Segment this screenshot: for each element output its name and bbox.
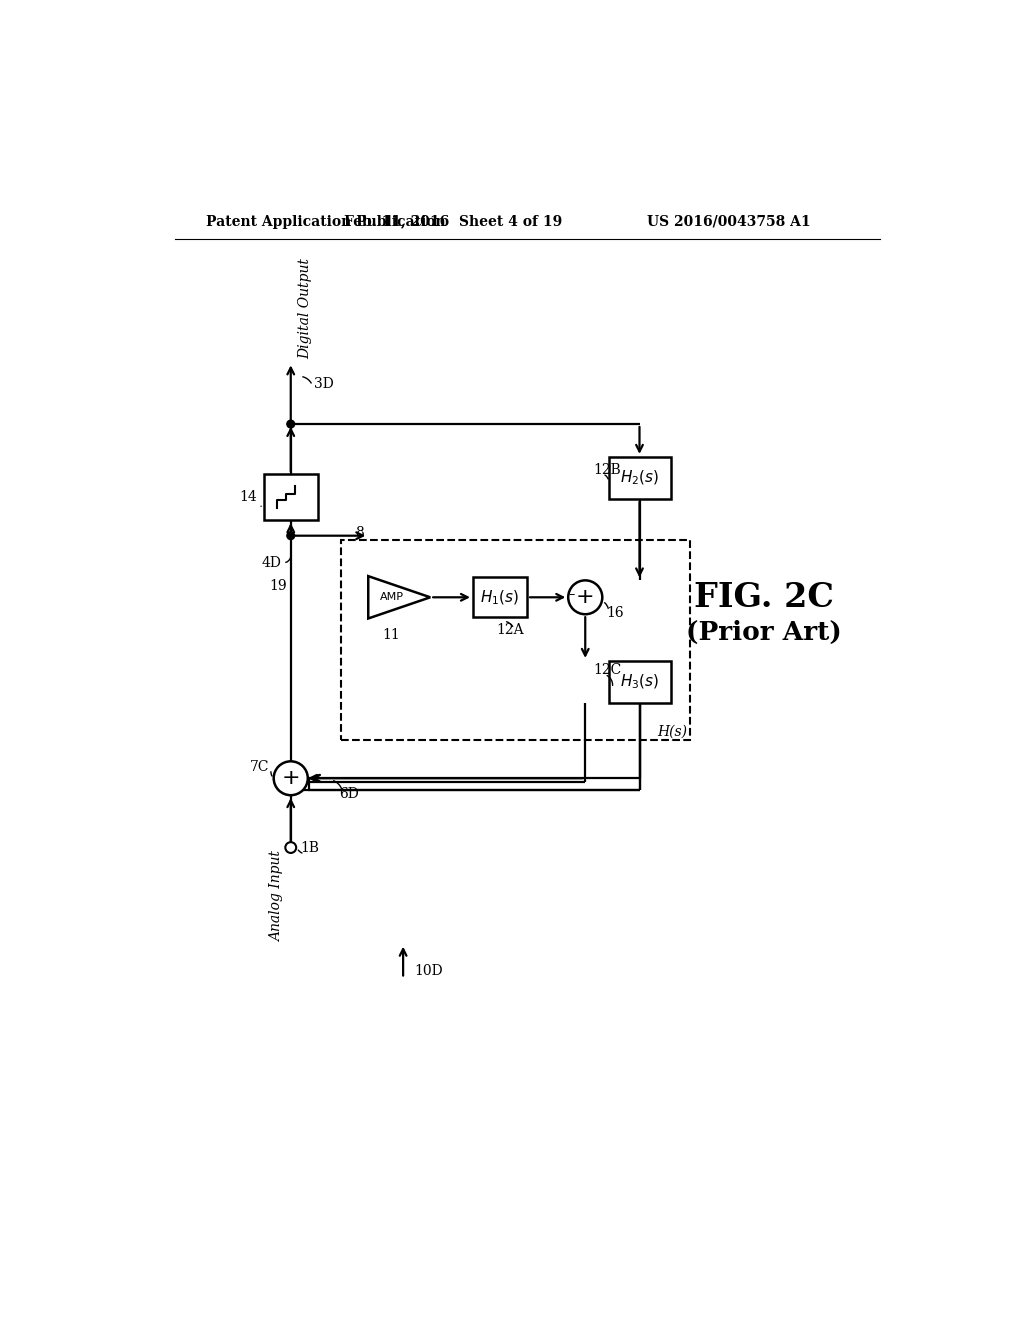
Text: 4D: 4D xyxy=(261,556,282,570)
Text: Analog Input: Analog Input xyxy=(269,851,284,942)
Text: $H_2(s)$: $H_2(s)$ xyxy=(620,469,659,487)
Text: 14: 14 xyxy=(240,490,257,504)
Circle shape xyxy=(287,420,295,428)
Text: (Prior Art): (Prior Art) xyxy=(686,619,842,644)
Circle shape xyxy=(287,532,295,540)
Text: –: – xyxy=(568,587,574,601)
Text: 3D: 3D xyxy=(314,378,334,391)
Text: Patent Application Publication: Patent Application Publication xyxy=(206,215,445,228)
Text: 19: 19 xyxy=(269,578,287,593)
Text: H(s): H(s) xyxy=(657,725,687,738)
Text: +: + xyxy=(575,587,595,607)
Polygon shape xyxy=(369,576,430,619)
Text: 8: 8 xyxy=(355,527,364,540)
Text: FIG. 2C: FIG. 2C xyxy=(693,581,834,614)
Bar xyxy=(263,474,317,520)
Bar xyxy=(341,540,690,739)
Text: Digital Output: Digital Output xyxy=(299,257,312,359)
Bar xyxy=(608,661,671,704)
Text: 6D: 6D xyxy=(339,787,358,801)
Text: 12C: 12C xyxy=(593,664,622,677)
Bar xyxy=(608,457,671,499)
Circle shape xyxy=(273,762,308,795)
Text: 1B: 1B xyxy=(300,841,319,854)
Text: Feb. 11, 2016  Sheet 4 of 19: Feb. 11, 2016 Sheet 4 of 19 xyxy=(344,215,562,228)
Text: 16: 16 xyxy=(606,606,624,619)
Text: 11: 11 xyxy=(383,628,400,642)
Text: 10D: 10D xyxy=(415,964,443,978)
Text: $H_1(s)$: $H_1(s)$ xyxy=(480,589,519,606)
Bar xyxy=(473,577,527,618)
Text: US 2016/0043758 A1: US 2016/0043758 A1 xyxy=(647,215,811,228)
Text: 7C: 7C xyxy=(250,760,270,774)
Text: 12A: 12A xyxy=(496,623,523,638)
Circle shape xyxy=(568,581,602,614)
Text: +: + xyxy=(282,768,300,788)
Text: 12B: 12B xyxy=(593,463,621,478)
Text: AMP: AMP xyxy=(380,593,403,602)
Circle shape xyxy=(286,842,296,853)
Text: $H_3(s)$: $H_3(s)$ xyxy=(620,673,659,692)
